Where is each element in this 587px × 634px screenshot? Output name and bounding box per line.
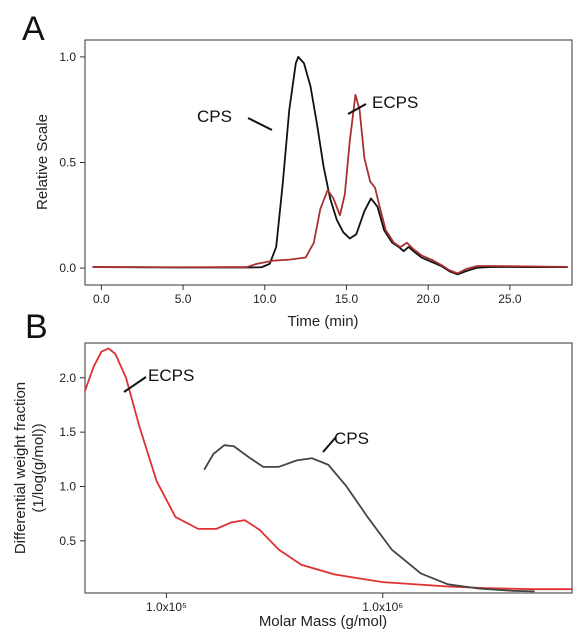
panel-a-x-axis-title: Time (min)	[287, 313, 358, 330]
panel-1-x-tick-label: 1.0x10⁶	[362, 600, 403, 614]
panel-a-ticks: 0.0 5.0 10.0 15.0 20.0 25.0 0.0 0.5 1.0	[59, 50, 522, 306]
panel-b-series	[84, 347, 573, 593]
panel-1-series-cps-line	[203, 444, 535, 593]
panel-a-cps-leader	[247, 117, 273, 131]
panel-1-y-tick-label: 1.0	[59, 479, 76, 493]
panel-b-ecps-leader	[123, 376, 147, 393]
panel-0-x-tick-label: 20.0	[417, 292, 441, 306]
panel-1-y-tick-label: 0.5	[59, 534, 76, 548]
panel-0-x-tick-label: 10.0	[253, 292, 277, 306]
panel-b-cps-label: CPS	[334, 429, 369, 448]
panel-0-y-tick-label: 1.0	[59, 50, 76, 64]
panel-1-x-tick-label: 1.0x10⁵	[146, 600, 187, 614]
panel-0-x-tick-label: 5.0	[175, 292, 192, 306]
panel-1-y-tick-label: 2.0	[59, 371, 76, 385]
panel-b-y-axis-title-units: (1/log(g/mol))	[30, 423, 47, 512]
panel-a-cps-label: CPS	[197, 107, 232, 126]
panel-b-cps-leader	[322, 436, 337, 453]
panel-b-ticks: 1.0x10⁵ 1.0x10⁶ 0.5 1.0 1.5 2.0	[59, 371, 403, 614]
panel-b-ecps-label: ECPS	[148, 366, 194, 385]
panel-0-y-tick-label: 0.0	[59, 261, 76, 275]
panel-b-plot-frame	[84, 342, 573, 594]
panel-b-letter: B	[25, 308, 48, 346]
panel-0-series-cps-line	[92, 56, 568, 276]
panel-0-y-tick-label: 0.5	[59, 156, 76, 170]
panel-1-y-tick-label: 1.5	[59, 425, 76, 439]
panel-a-ecps-label: ECPS	[372, 93, 418, 112]
panel-0-x-tick-label: 15.0	[335, 292, 359, 306]
panel-b: B 1.0x10⁵ 1.0x10⁶ 0.5 1.0 1.5 2.0 Molar Mass …	[12, 308, 573, 630]
panel-a-series	[92, 56, 568, 276]
panel-a: A 0.0 5.0 10.0 15.0 20.0 25.0 0.0 0.5 1.0 Time (…	[22, 10, 573, 330]
panel-a-ecps-leader	[347, 103, 367, 115]
panel-a-plot-frame	[84, 39, 573, 286]
panel-0-x-tick-label: 0.0	[93, 292, 110, 306]
panel-a-y-axis-title: Relative Scale	[34, 114, 51, 210]
panel-a-letter: A	[22, 10, 45, 48]
panel-0-x-tick-label: 25.0	[498, 292, 522, 306]
panel-b-x-axis-title: Molar Mass (g/mol)	[259, 613, 387, 630]
panel-1-series-ecps-line	[84, 347, 573, 591]
panel-b-y-axis-title: Differential weight fraction	[12, 382, 29, 554]
panel-0-series-ecps-line	[92, 94, 568, 275]
